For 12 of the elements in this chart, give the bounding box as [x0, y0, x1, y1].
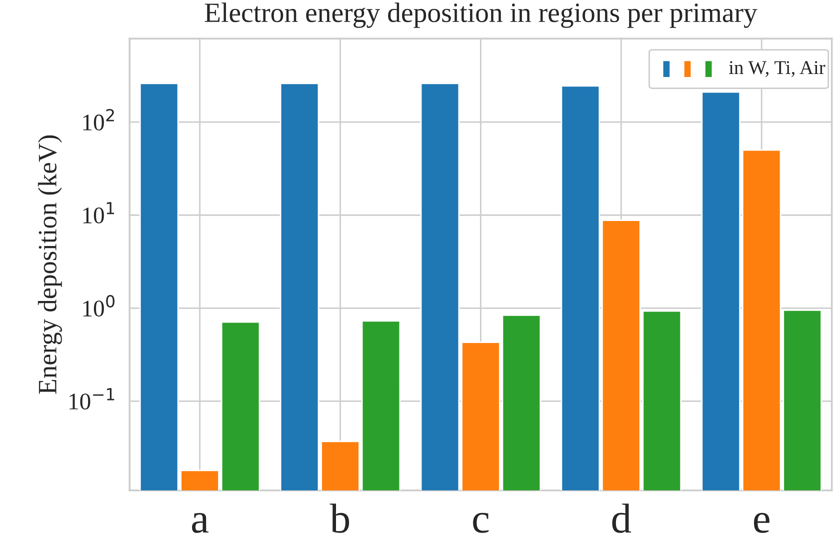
y-tick-label: 10$^{1}$ [83, 202, 114, 224]
x-tick-label: a [192, 512, 208, 533]
x-tick-label: d [612, 504, 632, 533]
y-tick-label: 10$^{2}$ [83, 108, 114, 130]
y-axis-title: Energy deposition (keV) [38, 135, 62, 394]
x-tick-label: c [473, 512, 489, 533]
legend-title: in W, Ti, Air [729, 61, 826, 77]
x-tick-label: e [754, 512, 770, 533]
chart-title: Electron energy deposition in regions per primary [204, 2, 758, 28]
y-tick-label: 10$^{−1}$ [70, 388, 114, 410]
y-tick-label: 10$^{0}$ [83, 295, 114, 317]
x-tick-label: b [330, 504, 350, 533]
